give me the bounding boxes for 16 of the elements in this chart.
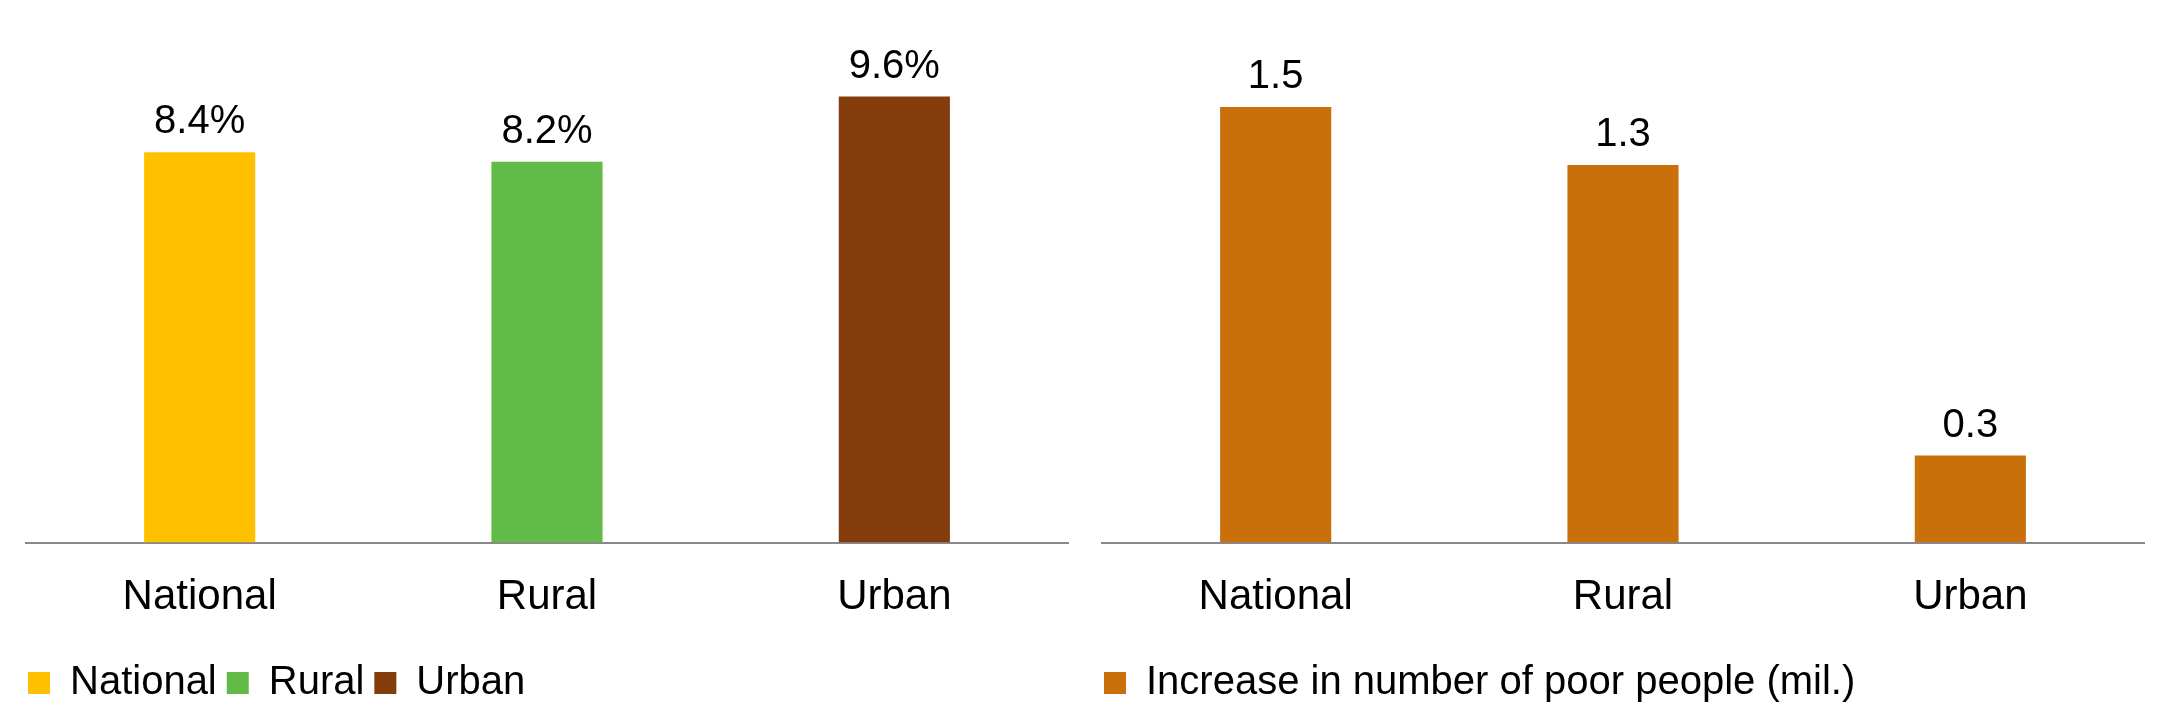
x-tick-label: Urban [837, 571, 952, 619]
data-label: 1.3 [1595, 110, 1651, 155]
x-tick-label: Rural [1572, 571, 1674, 619]
x-tick-label: Urban [1913, 571, 2028, 619]
legend-label: National [70, 658, 217, 703]
legend-label: Rural [268, 658, 365, 703]
data-label: 9.6% [848, 41, 940, 86]
x-tick-label: Rural [496, 571, 598, 619]
legend-label: Increase in number of poor people (mil.) [1146, 658, 1856, 703]
x-tick-label: National [1198, 571, 1353, 619]
data-label: 8.2% [501, 106, 593, 151]
data-label: 8.4% [154, 97, 246, 142]
data-label: 0.3 [1942, 400, 1999, 445]
x-tick-label: National [122, 571, 277, 619]
legend-label: Urban [416, 658, 526, 703]
data-label: 1.5 [1247, 52, 1304, 97]
